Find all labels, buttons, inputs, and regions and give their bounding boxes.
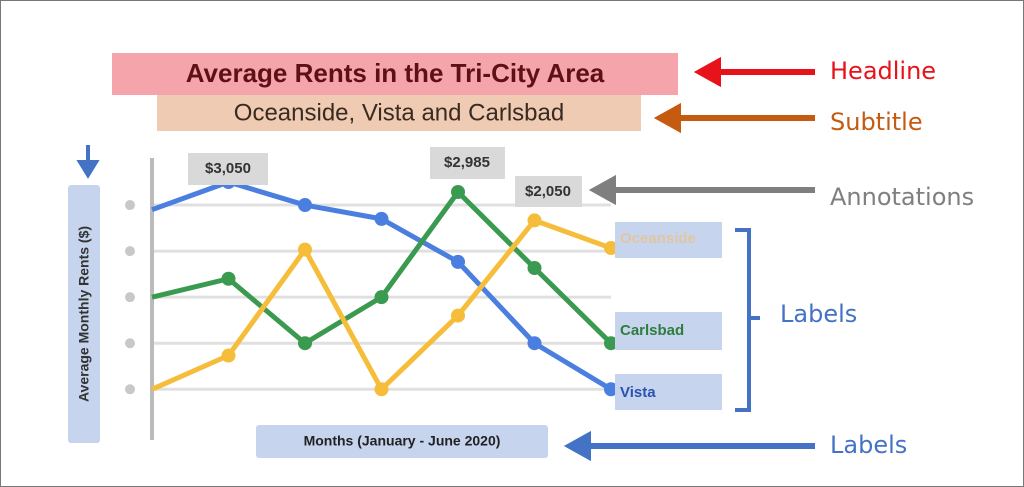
callout: Subtitle bbox=[830, 108, 923, 136]
series-label: Vista bbox=[620, 384, 656, 401]
callout: Headline bbox=[830, 57, 936, 85]
point bbox=[298, 336, 312, 351]
callout: Annotations bbox=[830, 183, 974, 211]
point bbox=[604, 241, 618, 256]
point bbox=[451, 185, 465, 200]
point bbox=[221, 348, 236, 363]
y-axis-label: Average Monthly Rents ($) bbox=[76, 226, 92, 402]
arrow bbox=[693, 56, 815, 88]
point bbox=[221, 271, 236, 286]
subtitle-box bbox=[157, 95, 641, 131]
annotation-box bbox=[430, 147, 505, 179]
point bbox=[604, 382, 618, 397]
point bbox=[374, 290, 389, 305]
down-arrow bbox=[76, 145, 100, 179]
annotation: $3,050 bbox=[205, 160, 251, 177]
arrow bbox=[588, 174, 815, 206]
annotation-box bbox=[188, 153, 268, 185]
point bbox=[298, 242, 312, 257]
tick-dot bbox=[125, 200, 135, 211]
point bbox=[527, 336, 542, 351]
point bbox=[451, 254, 465, 269]
x-label-box bbox=[256, 425, 548, 458]
callout: Labels bbox=[830, 431, 907, 459]
point bbox=[374, 382, 389, 397]
annotation: $2,050 bbox=[525, 183, 571, 200]
tick-dot bbox=[125, 292, 135, 303]
point bbox=[451, 308, 465, 323]
tick-dot bbox=[125, 384, 135, 395]
annotation-box bbox=[515, 176, 582, 207]
point bbox=[604, 336, 618, 351]
callout: Labels bbox=[780, 300, 857, 328]
y-label-box bbox=[68, 185, 100, 443]
x-axis-label: Months (January - June 2020) bbox=[304, 433, 501, 449]
chart-subtitle: Oceanside, Vista and Carlsbad bbox=[234, 99, 564, 126]
point bbox=[298, 198, 312, 213]
point bbox=[374, 211, 389, 226]
series-label-box bbox=[615, 374, 722, 410]
annotation: $2,985 bbox=[444, 154, 490, 171]
point bbox=[527, 213, 542, 228]
point bbox=[527, 261, 542, 276]
title-box bbox=[112, 53, 678, 95]
chart-title: Average Rents in the Tri-City Area bbox=[186, 58, 605, 88]
tick-dot bbox=[125, 338, 135, 349]
arrow bbox=[563, 430, 815, 462]
arrow bbox=[653, 102, 815, 134]
series-label-box bbox=[615, 312, 722, 350]
series-label: Oceanside bbox=[620, 230, 696, 247]
tick-dot bbox=[125, 246, 135, 257]
series-label-box bbox=[615, 222, 722, 258]
bracket bbox=[735, 228, 760, 412]
series-label: Carlsbad bbox=[620, 322, 684, 339]
